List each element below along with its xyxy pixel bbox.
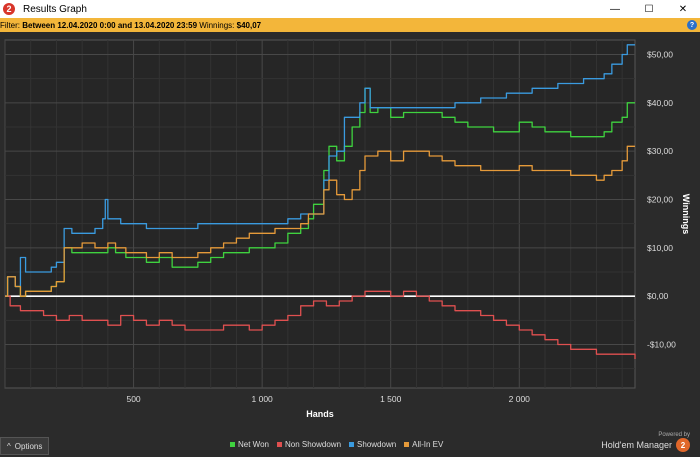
x-tick-label: 1 000 xyxy=(252,394,274,404)
x-tick-label: 2 000 xyxy=(509,394,531,404)
winnings-label: Winnings: xyxy=(199,20,237,30)
close-button[interactable]: ✕ xyxy=(678,3,688,15)
y-tick-label: -$10,00 xyxy=(647,340,676,350)
brand-block: Powered by Hold'em Manager 2 xyxy=(601,432,690,452)
maximize-button[interactable]: ☐ xyxy=(644,3,654,15)
legend-label: Non Showdown xyxy=(284,440,342,449)
legend-item[interactable]: All-In EV xyxy=(404,440,443,449)
series-line-all-in-ev xyxy=(5,145,635,297)
legend-item[interactable]: Non Showdown xyxy=(276,440,342,449)
y-tick-label: $20,00 xyxy=(647,195,673,205)
window-title: Results Graph xyxy=(23,3,87,15)
x-tick-label: 1 500 xyxy=(380,394,402,404)
series-line-net-won xyxy=(5,87,635,297)
bottom-bar: ^ Options Net Won Non Showdown Showdown All… xyxy=(0,432,700,457)
legend-swatch xyxy=(349,442,355,447)
chevron-up-icon: ^ xyxy=(7,441,11,451)
brand-logo-icon: 2 xyxy=(676,438,690,452)
x-axis-title: Hands xyxy=(306,409,334,419)
filter-range: Between 12.04.2020 0:00 and 13.04.2020 2… xyxy=(22,20,198,30)
legend-item[interactable]: Net Won xyxy=(230,440,269,449)
brand-name-row: Hold'em Manager 2 xyxy=(601,438,690,452)
legend-item[interactable]: Showdown xyxy=(349,440,396,449)
results-chart: $50,00 $40,00 $30,00 $20,00 $10,00 $0,00 -$10,… xyxy=(4,39,691,419)
filter-text: Filter: Between 12.04.2020 0:00 and 13.0… xyxy=(0,21,261,30)
legend-swatch xyxy=(276,442,282,447)
legend-swatch xyxy=(404,442,410,447)
legend-label: All-In EV xyxy=(412,440,444,449)
y-tick-label: $40,00 xyxy=(647,98,673,108)
title-bar: 2 Results Graph — ☐ ✕ xyxy=(0,0,700,18)
filter-bar: Filter: Between 12.04.2020 0:00 and 13.0… xyxy=(0,18,700,32)
series-line-showdown xyxy=(5,44,635,297)
help-icon[interactable]: ? xyxy=(687,20,697,30)
minimize-button[interactable]: — xyxy=(610,3,620,15)
y-tick-label: $0,00 xyxy=(647,291,669,301)
brand-name: Hold'em Manager xyxy=(601,440,672,450)
app-logo-icon: 2 xyxy=(3,3,15,15)
legend-label: Showdown xyxy=(357,440,397,449)
y-tick-label: $10,00 xyxy=(647,243,673,253)
options-label: Options xyxy=(14,441,43,451)
y-axis-title: Winnings xyxy=(681,194,691,234)
window-controls: — ☐ ✕ xyxy=(598,0,700,18)
x-tick-label: 500 xyxy=(126,394,140,404)
series-line-non-showdown xyxy=(5,290,636,359)
y-tick-label: $50,00 xyxy=(647,50,673,60)
chart-legend: Net Won Non Showdown Showdown All-In EV xyxy=(230,440,443,449)
powered-by-text: Powered by xyxy=(658,432,690,438)
y-tick-label: $30,00 xyxy=(647,146,673,156)
legend-swatch xyxy=(230,442,235,447)
filter-prefix: Filter: xyxy=(0,20,23,30)
legend-label: Net Won xyxy=(238,440,269,449)
options-button[interactable]: ^ Options xyxy=(0,437,50,455)
winnings-value: $40,07 xyxy=(236,20,262,30)
